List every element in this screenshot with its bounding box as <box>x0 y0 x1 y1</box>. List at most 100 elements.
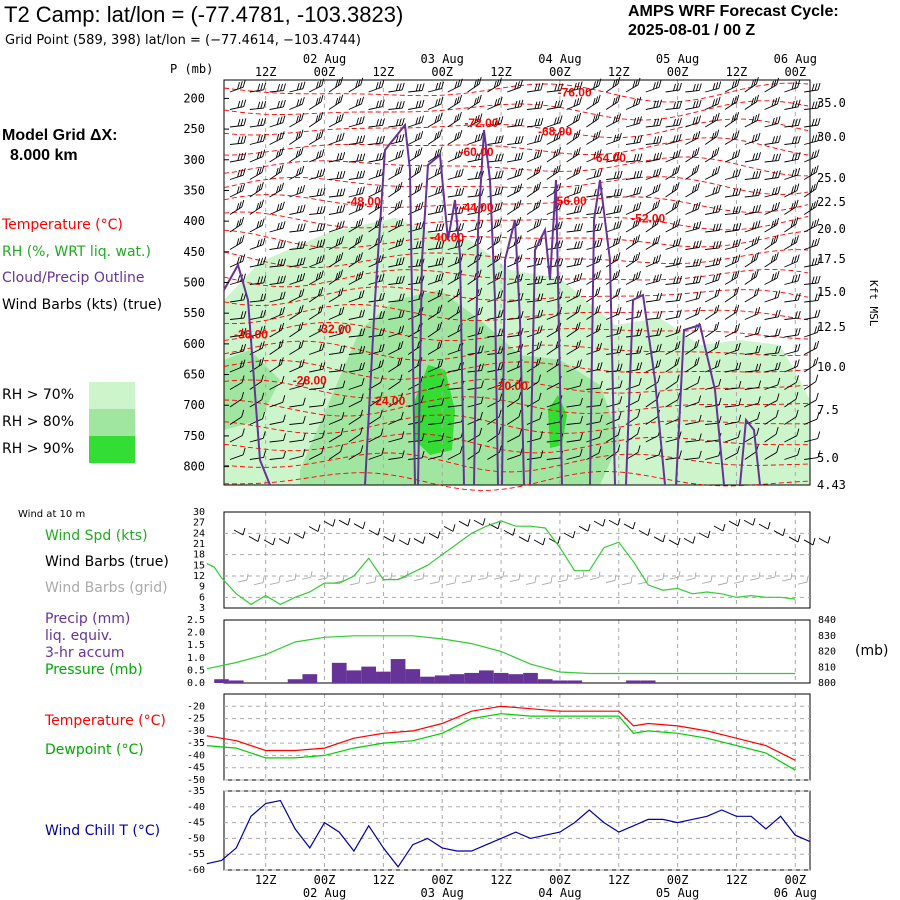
wind-barb <box>229 317 244 320</box>
wind-barb-flag <box>437 114 440 122</box>
wind-barb-flag <box>496 253 500 262</box>
wind-barb <box>744 352 759 355</box>
wind-barb-flag <box>263 309 266 318</box>
wind-barb <box>328 83 341 93</box>
wind-barb-flag <box>362 170 366 178</box>
precip-bar <box>508 674 524 683</box>
wind-barb-flag <box>359 187 362 195</box>
wind-barb-flag <box>298 114 302 122</box>
wind-barb <box>546 329 560 338</box>
wind-barb <box>269 265 284 268</box>
wind-barb-flag <box>453 115 457 123</box>
wind-barb-flag <box>362 362 365 370</box>
surface-wind-barb-flag <box>527 534 531 542</box>
wind-barb-flag <box>696 357 700 365</box>
wind-barb-flag <box>619 345 623 353</box>
wind-barb-flag <box>299 360 302 368</box>
wind-barb-flag <box>539 325 543 333</box>
wind-barb <box>289 136 302 145</box>
wind-barb-flag <box>520 310 524 319</box>
wind-barb <box>507 350 521 355</box>
wind-barb-flag <box>633 117 637 126</box>
wind-barb-flag <box>434 99 438 107</box>
wind-barb-flag <box>278 184 282 192</box>
wind-barb <box>487 84 500 93</box>
wind-barb-flag <box>771 220 774 229</box>
wind-barb-flag <box>375 238 378 246</box>
wind-barb <box>645 142 660 145</box>
wind-barb-flag <box>575 131 579 139</box>
wind-barb <box>744 177 759 180</box>
wind-barb-flag <box>653 136 657 144</box>
wind-barb-flag <box>497 291 501 299</box>
wind-barb-flag <box>456 131 460 139</box>
wind-barb-flag <box>458 111 462 120</box>
wind-barb-flag <box>776 270 780 279</box>
wind-barb-flag <box>296 205 300 213</box>
wind-barb <box>229 241 243 250</box>
temperature-contour <box>223 452 809 473</box>
wind-barb-flag <box>337 271 341 279</box>
grid-wind-barb <box>317 577 328 581</box>
wind-barb-flag <box>778 153 781 161</box>
surface-wind-barb <box>578 525 589 532</box>
wind-barb <box>744 276 757 285</box>
wind-barb-flag <box>718 397 722 406</box>
wind-barb-flag <box>653 153 657 161</box>
wind-barb <box>803 399 817 408</box>
wind-barb-flag <box>480 396 484 404</box>
surface-wind-barb-flag <box>647 528 651 536</box>
wind-barb-flag <box>539 149 543 157</box>
wind-barb-flag <box>518 216 522 225</box>
wind-barb <box>526 188 539 198</box>
wind-barb-flag <box>420 395 424 403</box>
wind-barb-flag <box>612 255 616 263</box>
wind-barb-flag <box>578 112 582 121</box>
wind-barb-flag <box>615 114 619 123</box>
wind-barb-flag <box>537 83 541 91</box>
wind-barb <box>586 118 599 128</box>
wind-barb-flag <box>496 272 500 280</box>
wind-barb-flag <box>757 220 761 228</box>
wind-barb-flag <box>654 201 658 209</box>
wind-barb <box>249 300 264 303</box>
wind-barb-flag <box>613 222 617 230</box>
temp-tick-label: -25 <box>187 714 205 725</box>
wind-barb-flag <box>659 99 662 107</box>
wind-barb <box>368 190 382 198</box>
wind-barb <box>249 263 264 268</box>
wind-barb-flag <box>735 362 739 371</box>
wind-barb-flag <box>771 204 775 212</box>
wind-barb-flag <box>633 136 637 144</box>
legend-rh70-label: RH > 70% <box>2 387 75 403</box>
wind-barb-flag <box>777 186 781 194</box>
grid-wind-barb <box>797 581 808 585</box>
wind-barb-flag <box>475 171 478 179</box>
wind-barb <box>229 416 242 425</box>
wind-barb-flag <box>416 166 420 174</box>
wind-barb-flag <box>599 380 603 389</box>
wind-barb-flag <box>797 273 801 282</box>
wind-barb <box>546 90 561 93</box>
wind-barb <box>467 313 481 320</box>
wind-barb-flag <box>751 116 755 124</box>
wind-barb <box>665 140 680 145</box>
wind-barb <box>388 244 402 250</box>
wind-barb-flag <box>378 152 382 161</box>
wind-barb-flag <box>636 346 640 354</box>
surface-wind-barb-flag <box>302 531 306 539</box>
wind-barb <box>685 313 699 320</box>
wind-barb <box>249 456 264 460</box>
wind-barb <box>309 368 324 373</box>
wind-barb-flag <box>659 310 663 319</box>
wind-barb <box>348 208 362 215</box>
wind-barb-flag <box>398 118 402 126</box>
cloud-outline <box>473 129 499 486</box>
wind-barb-flag <box>575 306 579 314</box>
wind-barb-flag <box>596 255 599 263</box>
wind-barb-flag <box>793 218 796 226</box>
wind-barb-flag <box>296 258 300 266</box>
wind-barb-flag <box>714 98 718 106</box>
wind-barb-flag <box>355 220 359 229</box>
wind-barb-flag <box>736 287 740 295</box>
